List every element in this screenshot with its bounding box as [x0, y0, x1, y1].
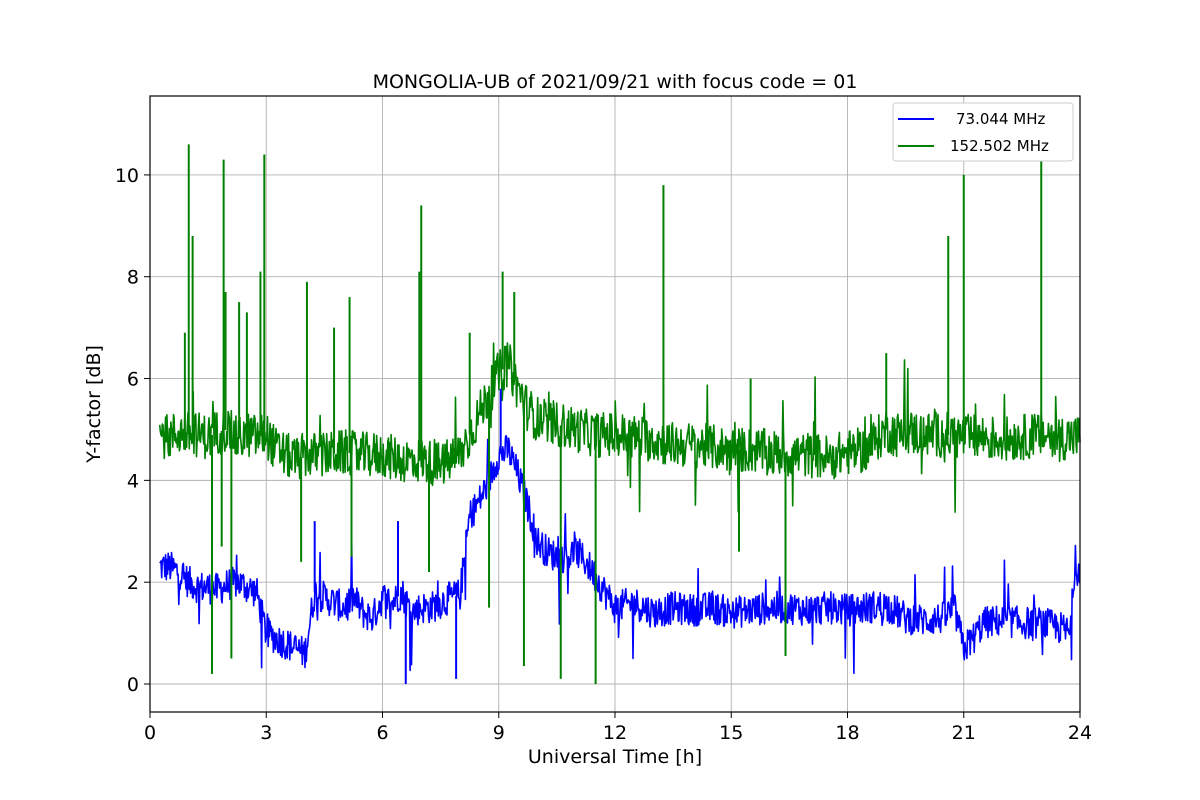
x-tick-label: 24	[1068, 722, 1092, 744]
x-tick-label: 15	[719, 722, 743, 744]
series-line-0	[159, 434, 1081, 675]
x-axis-label: Universal Time [h]	[528, 746, 702, 768]
y-axis-label: Y-factor [dB]	[83, 345, 105, 464]
series-layer	[158, 129, 1081, 684]
y-tick-label: 8	[127, 267, 139, 289]
legend: 73.044 MHz 152.502 MHz	[892, 102, 1074, 162]
x-tick-label: 9	[493, 722, 505, 744]
series-line-1	[158, 342, 1081, 513]
chart-title: MONGOLIA-UB of 2021/09/21 with focus cod…	[373, 71, 858, 93]
y-tick-label: 10	[115, 165, 139, 187]
x-tick-label: 12	[603, 722, 627, 744]
x-tick-label: 3	[260, 722, 272, 744]
y-tick-label: 2	[127, 572, 139, 594]
legend-box	[892, 102, 1074, 162]
y-tick-label: 4	[127, 470, 139, 492]
x-tick-label: 6	[376, 722, 388, 744]
y-tick-label: 6	[127, 369, 139, 391]
legend-label-152mhz: 152.502 MHz	[950, 137, 1049, 155]
x-tick-label: 18	[835, 722, 859, 744]
x-tick-label: 21	[952, 722, 976, 744]
legend-label-73mhz: 73.044 MHz	[956, 110, 1045, 128]
y-tick-label: 0	[127, 674, 139, 696]
x-tick-label: 0	[144, 722, 156, 744]
